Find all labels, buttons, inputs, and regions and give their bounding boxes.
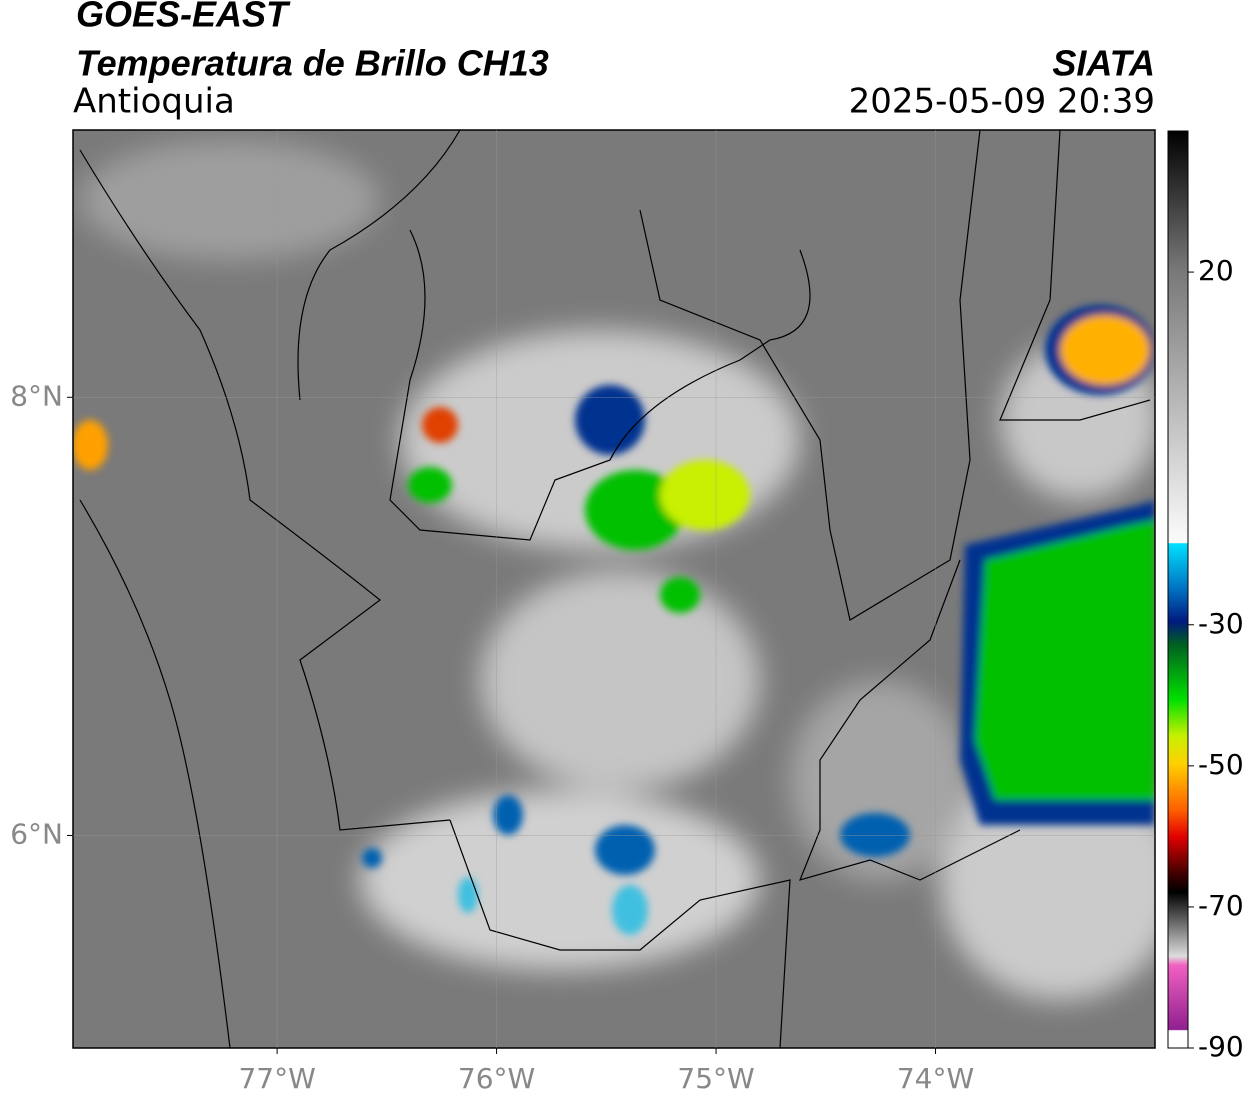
map-image xyxy=(73,130,1155,1048)
subtitle: Temperatura de Brillo CH13 xyxy=(76,43,549,84)
colorbar-tick-label: -70 xyxy=(1198,889,1244,922)
map-frame xyxy=(72,129,1156,1049)
colorbar-tick-label: -30 xyxy=(1198,607,1244,640)
agency: SIATA xyxy=(1052,43,1155,84)
y-tick-label: 8°N xyxy=(10,379,63,412)
x-tick-label: 77°W xyxy=(238,1062,315,1095)
colorbar-tick-label: -50 xyxy=(1198,748,1244,781)
colorbar-tick-label: 20 xyxy=(1198,254,1234,287)
y-tick-label: 6°N xyxy=(10,817,63,850)
title: GOES-EAST xyxy=(76,0,291,35)
x-tick-label: 75°W xyxy=(677,1062,754,1095)
x-tick-label: 76°W xyxy=(458,1062,535,1095)
datetime: 2025-05-09 20:39 xyxy=(849,82,1155,122)
colorbar-tick-label: -90 xyxy=(1198,1030,1244,1063)
colorbar xyxy=(1167,130,1189,1049)
x-tick-label: 74°W xyxy=(897,1062,974,1095)
region: Antioquia xyxy=(73,82,235,122)
